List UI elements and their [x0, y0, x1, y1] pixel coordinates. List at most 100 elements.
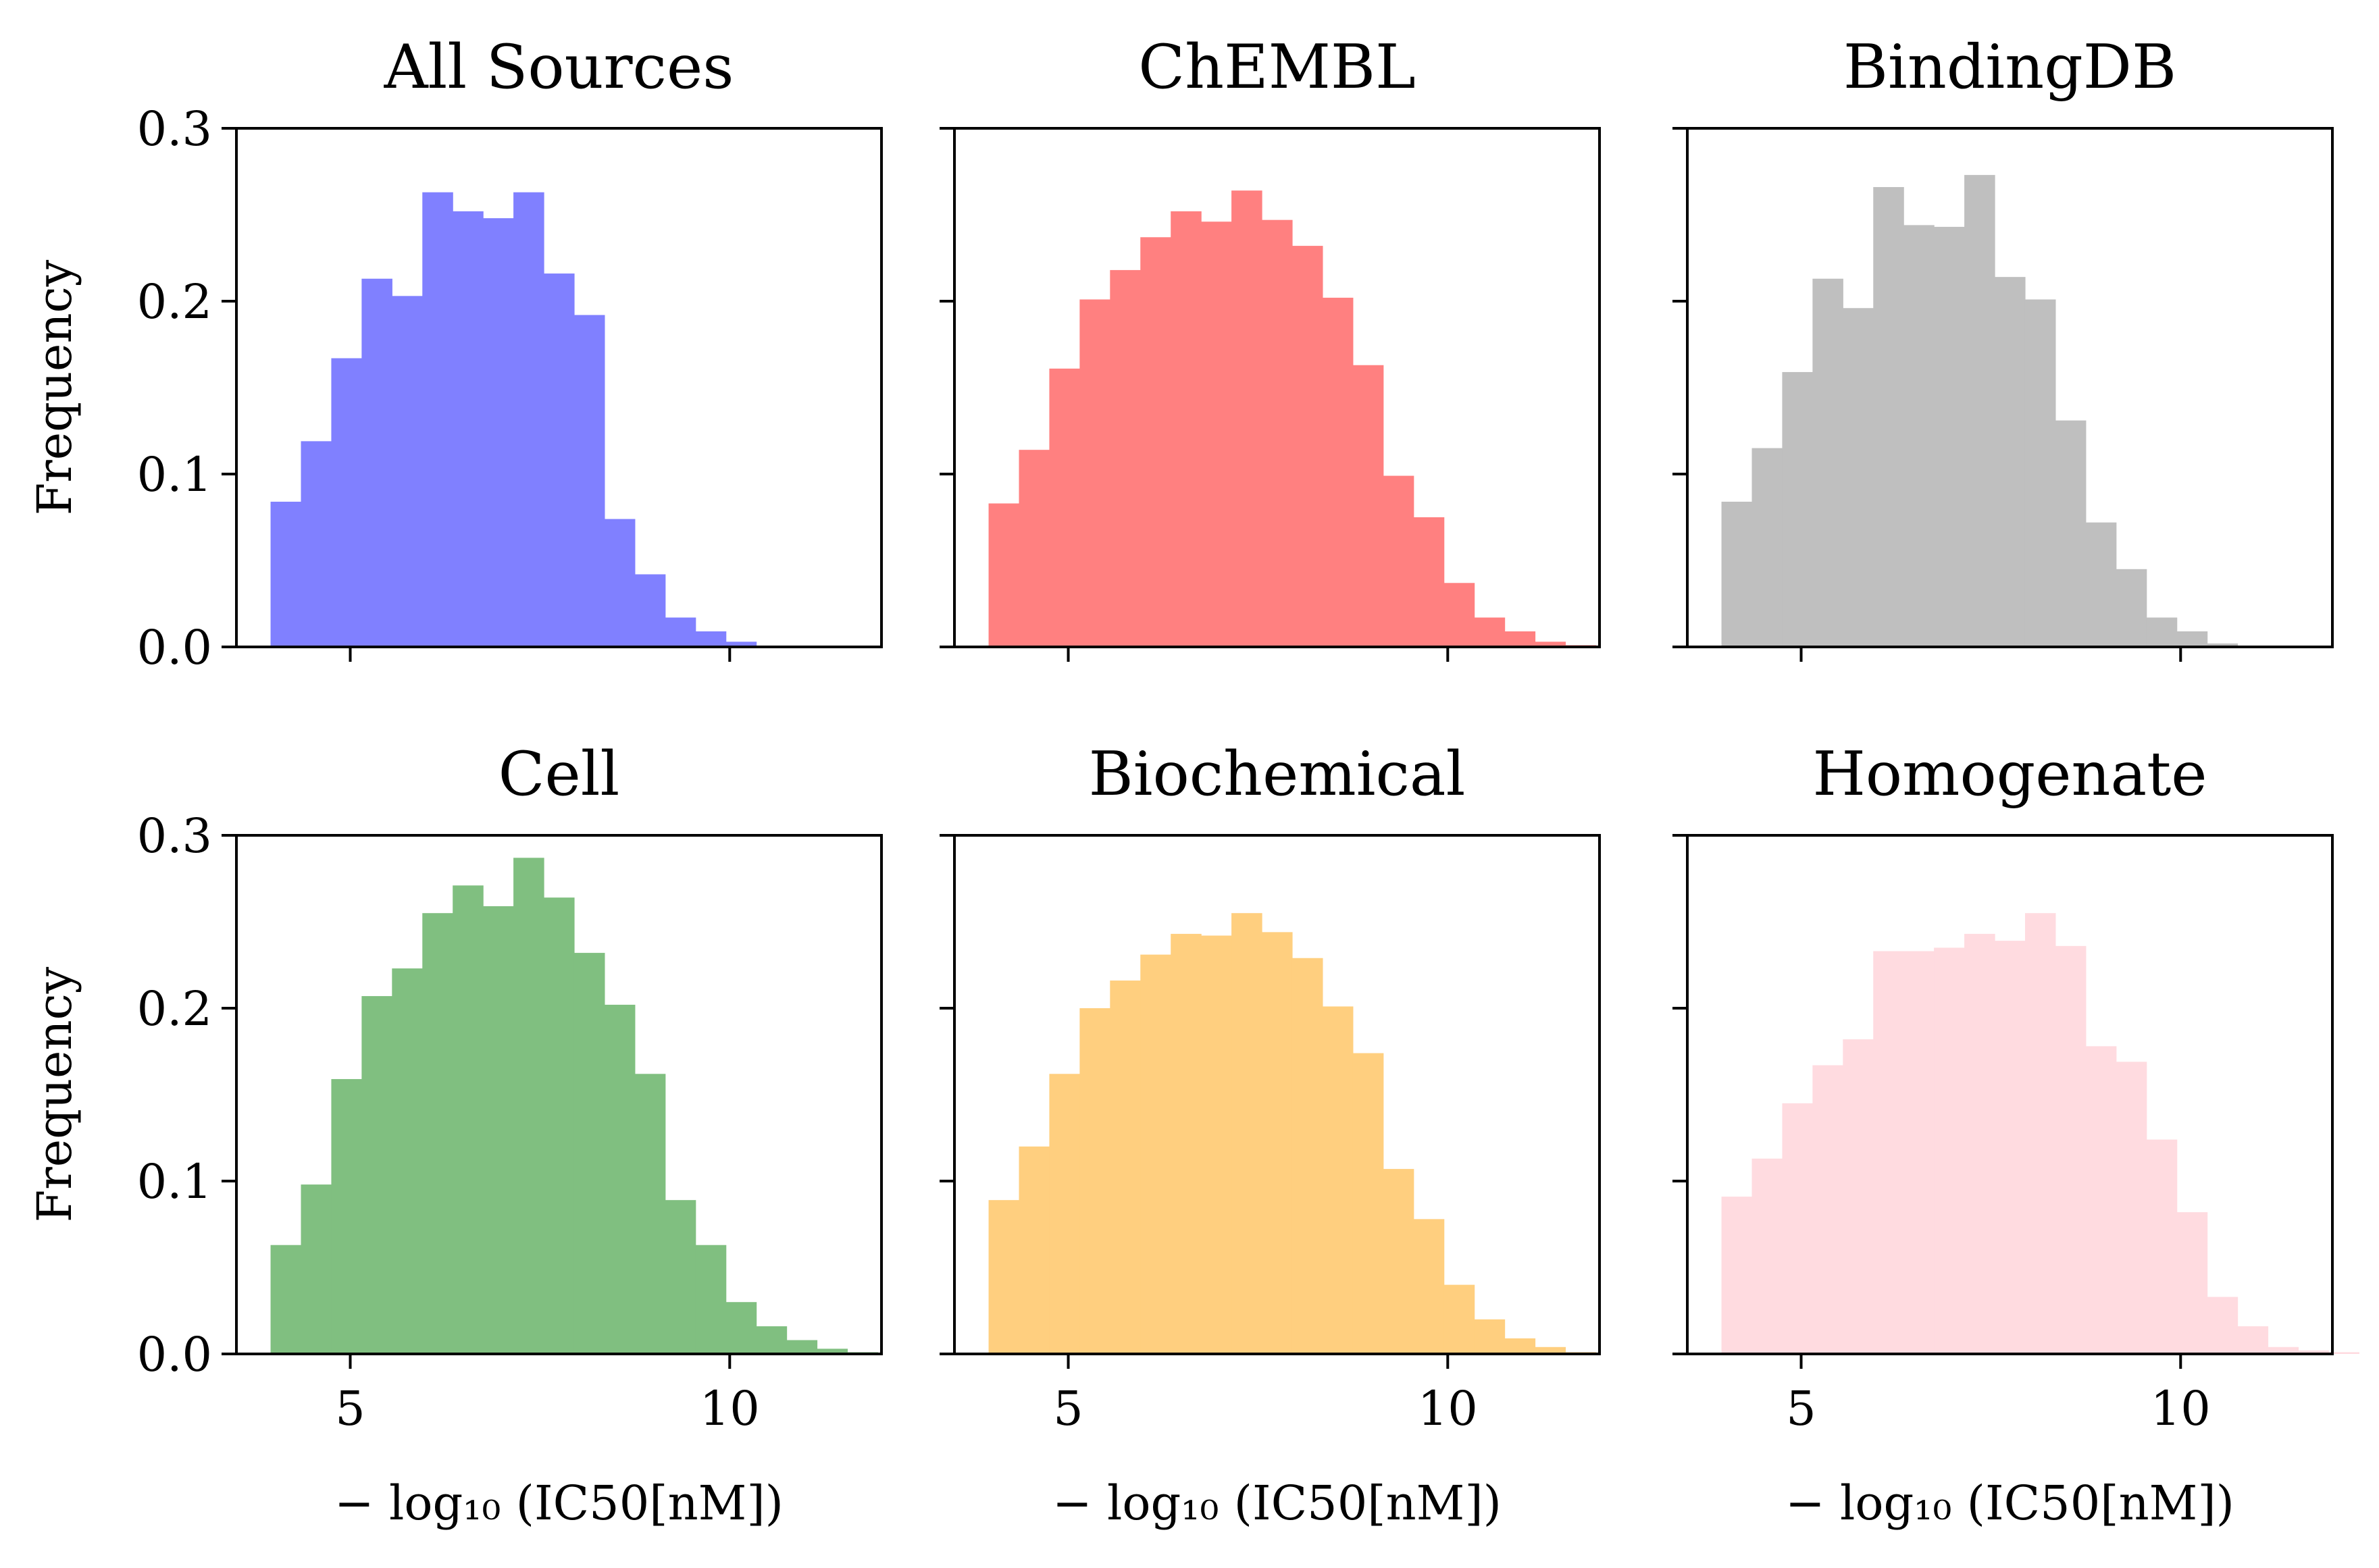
histogram-bar — [1443, 583, 1475, 647]
histogram-bar — [544, 897, 575, 1354]
panel-title: Biochemical — [1089, 739, 1466, 810]
histogram-bar — [1782, 371, 1813, 647]
histogram-bar — [817, 1349, 848, 1354]
histogram-bar — [1751, 1158, 1783, 1354]
histogram-bar — [2146, 617, 2178, 647]
histogram-bar — [988, 1200, 1020, 1354]
panel-title: All Sources — [384, 32, 734, 103]
histogram-bar — [1504, 1338, 1536, 1354]
histogram-bar — [1383, 475, 1414, 647]
chart-panel-2: ChEMBL — [940, 32, 1601, 662]
axes-frame — [953, 834, 1601, 1355]
axes-frame — [1686, 127, 2334, 648]
histogram-bar — [331, 1078, 362, 1354]
histogram-bar — [453, 211, 484, 647]
histogram-bar — [1903, 951, 1935, 1354]
histogram-bar — [1019, 1146, 1050, 1354]
panel-title: Homogenate — [1812, 739, 2207, 810]
histogram-bar — [1383, 1169, 1414, 1354]
histogram-bar — [361, 278, 392, 648]
histogram-bar — [2268, 1347, 2299, 1354]
histogram-bar — [2085, 522, 2117, 647]
histogram-bar — [1352, 1053, 1384, 1354]
histogram-bar — [1201, 935, 1232, 1354]
histogram-bar — [1504, 631, 1536, 647]
histogram-bar — [1934, 947, 1965, 1354]
histogram-bar — [1721, 1197, 1753, 1354]
histogram-bar — [573, 315, 605, 647]
histogram-bar — [1140, 954, 1171, 1354]
histogram-bar — [2024, 299, 2056, 647]
histogram-bar — [573, 953, 605, 1354]
histogram-bar — [1535, 1347, 1566, 1354]
y-tick-label: 0.0 — [137, 620, 212, 675]
histogram-bar — [1262, 932, 1293, 1354]
histogram-bar — [1934, 226, 1965, 647]
x-tick-label: 10 — [1418, 1381, 1478, 1436]
axes-frame — [235, 127, 883, 648]
x-axis-label: − log₁₀ (IC50[nM]) — [1785, 1475, 2234, 1531]
x-tick-label: 5 — [335, 1381, 365, 1436]
histogram-bar — [301, 1184, 332, 1354]
histogram-bar — [1474, 617, 1506, 647]
histogram-bar — [544, 273, 575, 647]
histogram-bar — [634, 574, 666, 647]
histogram-bar — [2298, 1350, 2329, 1354]
histogram-bar — [1140, 237, 1171, 647]
histogram-bar — [2116, 1062, 2147, 1354]
histogram-bar — [2176, 1212, 2208, 1354]
histogram-bar — [1535, 642, 1566, 647]
histogram-bar — [1110, 269, 1141, 647]
histogram-bar — [1201, 221, 1232, 647]
histogram-bar — [422, 913, 453, 1354]
histogram-bar — [2116, 569, 2147, 647]
histogram-bar — [988, 503, 1020, 647]
histogram-bar — [2176, 631, 2208, 647]
panel-title: ChEMBL — [1138, 32, 1416, 103]
histogram-bar — [1079, 299, 1110, 647]
chart-panel-3: BindingDB — [1672, 32, 2334, 662]
panel-title: BindingDB — [1843, 32, 2176, 103]
histogram-bar — [270, 1245, 302, 1354]
histogram-bar — [604, 1004, 636, 1354]
axes-frame — [953, 127, 1601, 648]
histogram-bar — [1291, 246, 1323, 648]
histogram-bar — [301, 441, 332, 647]
histogram-bar — [1231, 913, 1262, 1354]
histogram-bar — [725, 1302, 757, 1354]
histogram-bar — [2055, 945, 2087, 1354]
histogram-bar — [392, 968, 423, 1354]
histogram-bar — [1079, 1008, 1110, 1354]
histogram-bar — [422, 192, 453, 648]
histogram-bar — [1322, 297, 1354, 647]
histogram-bar — [1721, 501, 1753, 647]
histogram-bar — [361, 996, 392, 1354]
histogram-bar — [270, 501, 302, 647]
histogram-bar — [665, 617, 696, 647]
histogram-bar — [331, 358, 362, 647]
y-tick-label: 0.3 — [137, 101, 212, 157]
histogram-bar — [1995, 277, 2026, 647]
histogram-bar — [1782, 1103, 1813, 1354]
y-axis-label: Frequency — [27, 966, 82, 1222]
histogram-bar — [1843, 1039, 1874, 1354]
y-tick-label: 0.1 — [137, 1154, 212, 1209]
y-tick-label: 0.3 — [137, 808, 212, 864]
histogram-bar — [1110, 981, 1141, 1354]
chart-panel-1: All Sources 0.0 0.1 0.2 0.3 Frequency — [27, 32, 883, 675]
histogram-bar — [1964, 175, 1995, 647]
histogram-bar — [1231, 190, 1262, 647]
histogram-bar — [1995, 941, 2026, 1354]
x-axis-label: − log₁₀ (IC50[nM]) — [1052, 1475, 1502, 1531]
histogram-bar — [2207, 1297, 2239, 1354]
histogram-bar — [513, 192, 544, 648]
histogram-bar — [2207, 643, 2239, 647]
y-tick-label: 0.1 — [137, 447, 212, 502]
histogram-bar — [513, 858, 544, 1354]
y-tick-label: 0.2 — [137, 274, 212, 330]
x-tick-label: 10 — [700, 1381, 760, 1436]
histogram-bar — [1751, 448, 1783, 647]
histogram-bar — [1843, 308, 1874, 647]
chart-panel-5: Biochemical 5 10 − log₁₀ (IC50[nM]) — [940, 739, 1601, 1531]
histogram-bar — [2055, 420, 2087, 647]
